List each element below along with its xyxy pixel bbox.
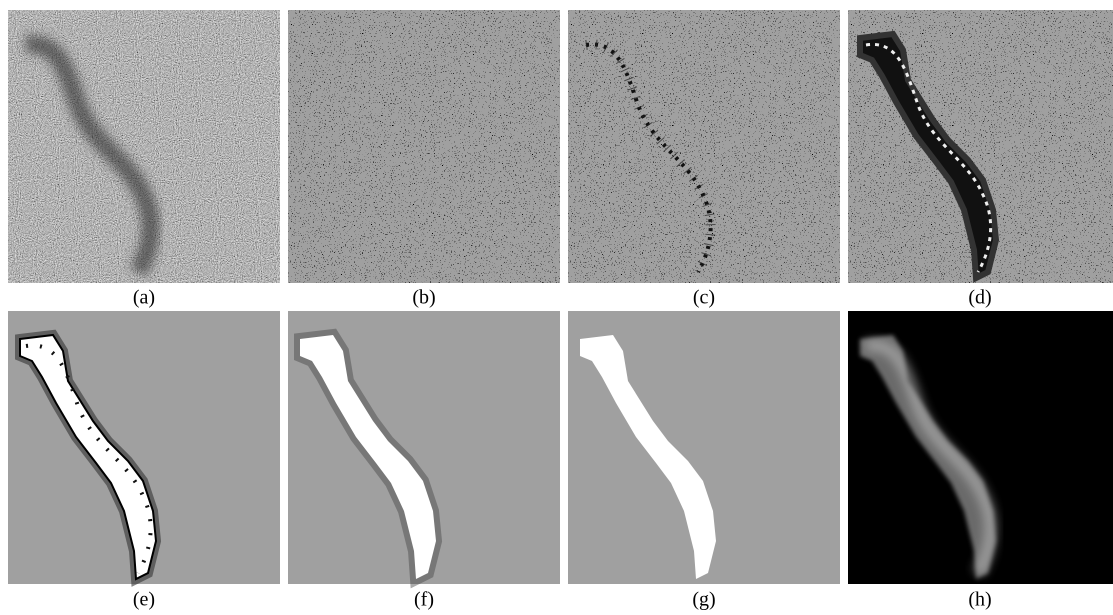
panel-a [8, 10, 280, 283]
panel-b [288, 10, 560, 283]
caption: (e) [133, 589, 155, 611]
caption: (b) [412, 287, 435, 309]
caption: (d) [968, 287, 991, 309]
panel-c [568, 10, 840, 283]
panel-e [8, 311, 280, 584]
caption: (h) [968, 589, 991, 611]
panel-g [568, 311, 840, 584]
caption: (a) [133, 287, 155, 309]
caption: (f) [414, 589, 434, 611]
panel-f [288, 311, 560, 584]
caption: (g) [692, 589, 715, 611]
panel-d [848, 10, 1113, 283]
panel-h [848, 311, 1113, 584]
caption: (c) [693, 287, 715, 309]
